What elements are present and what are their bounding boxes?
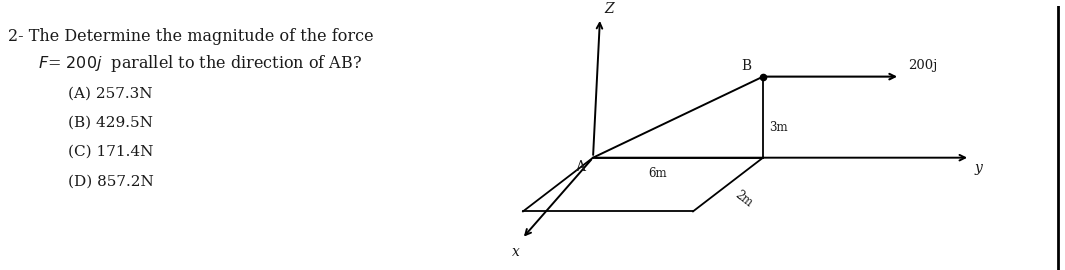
Text: 200j: 200j	[908, 59, 937, 72]
Text: 2m: 2m	[732, 188, 755, 210]
Text: B: B	[741, 59, 751, 73]
Text: $\mathit{F}$= $\mathit{200j}$  parallel to the direction of AB?: $\mathit{F}$= $\mathit{200j}$ parallel t…	[38, 53, 362, 74]
Text: Z: Z	[604, 2, 613, 16]
Text: 2- The Determine the magnitude of the force: 2- The Determine the magnitude of the fo…	[9, 28, 374, 45]
Text: y: y	[974, 161, 983, 175]
Text: 6m: 6m	[649, 167, 668, 180]
Text: 3m: 3m	[769, 121, 788, 134]
Text: A: A	[575, 160, 585, 174]
Text: (D) 857.2N: (D) 857.2N	[68, 174, 153, 188]
Text: (C) 171.4N: (C) 171.4N	[68, 145, 153, 159]
Text: (B) 429.5N: (B) 429.5N	[68, 116, 153, 130]
Text: x: x	[512, 245, 520, 259]
Text: (A) 257.3N: (A) 257.3N	[68, 86, 152, 100]
